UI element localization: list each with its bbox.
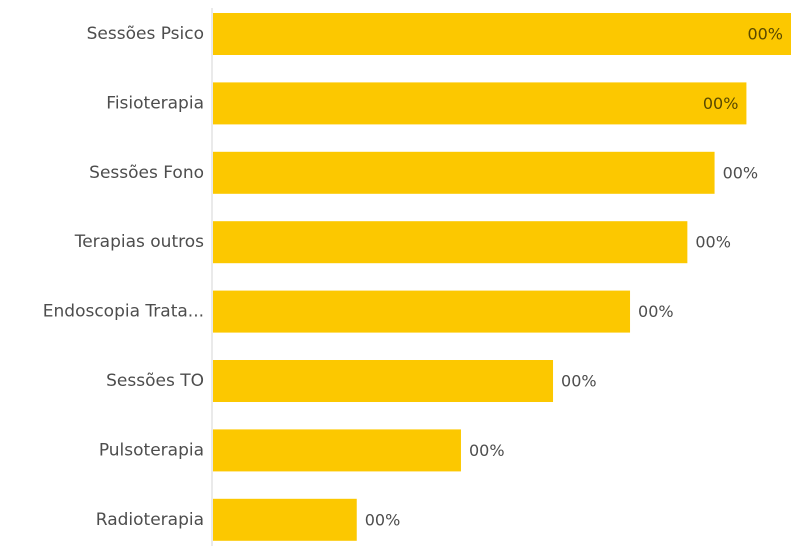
bar bbox=[213, 290, 631, 333]
category-label: Fisioterapia bbox=[106, 93, 204, 113]
data-label: 00% bbox=[365, 510, 401, 529]
bar bbox=[213, 429, 461, 472]
value-labels-group: 00% 00% 00% 00% 00% 00% 00% 00% bbox=[365, 25, 783, 530]
bar bbox=[213, 498, 357, 541]
bars-group bbox=[213, 13, 791, 541]
data-label: 00% bbox=[638, 302, 674, 321]
category-label: Terapias outros bbox=[74, 232, 204, 252]
data-label: 00% bbox=[747, 25, 783, 44]
bar bbox=[213, 82, 747, 125]
data-label: 00% bbox=[695, 233, 731, 252]
data-label: 00% bbox=[703, 94, 739, 113]
category-label: Sessões TO bbox=[106, 371, 204, 391]
bar bbox=[213, 221, 688, 264]
category-label: Radioterapia bbox=[96, 510, 204, 530]
category-label: Sessões Psico bbox=[87, 24, 204, 44]
category-labels-group: Sessões Psico Fisioterapia Sessões Fono Ter… bbox=[43, 24, 204, 530]
bar bbox=[213, 13, 791, 55]
data-label: 00% bbox=[723, 163, 759, 182]
category-label: Pulsoterapia bbox=[99, 440, 204, 460]
bar bbox=[213, 151, 715, 194]
category-label: Endoscopia Trata... bbox=[43, 302, 204, 322]
bar bbox=[213, 360, 554, 402]
data-label: 00% bbox=[469, 441, 505, 460]
category-label: Sessões Fono bbox=[89, 163, 204, 183]
data-label: 00% bbox=[561, 372, 597, 391]
